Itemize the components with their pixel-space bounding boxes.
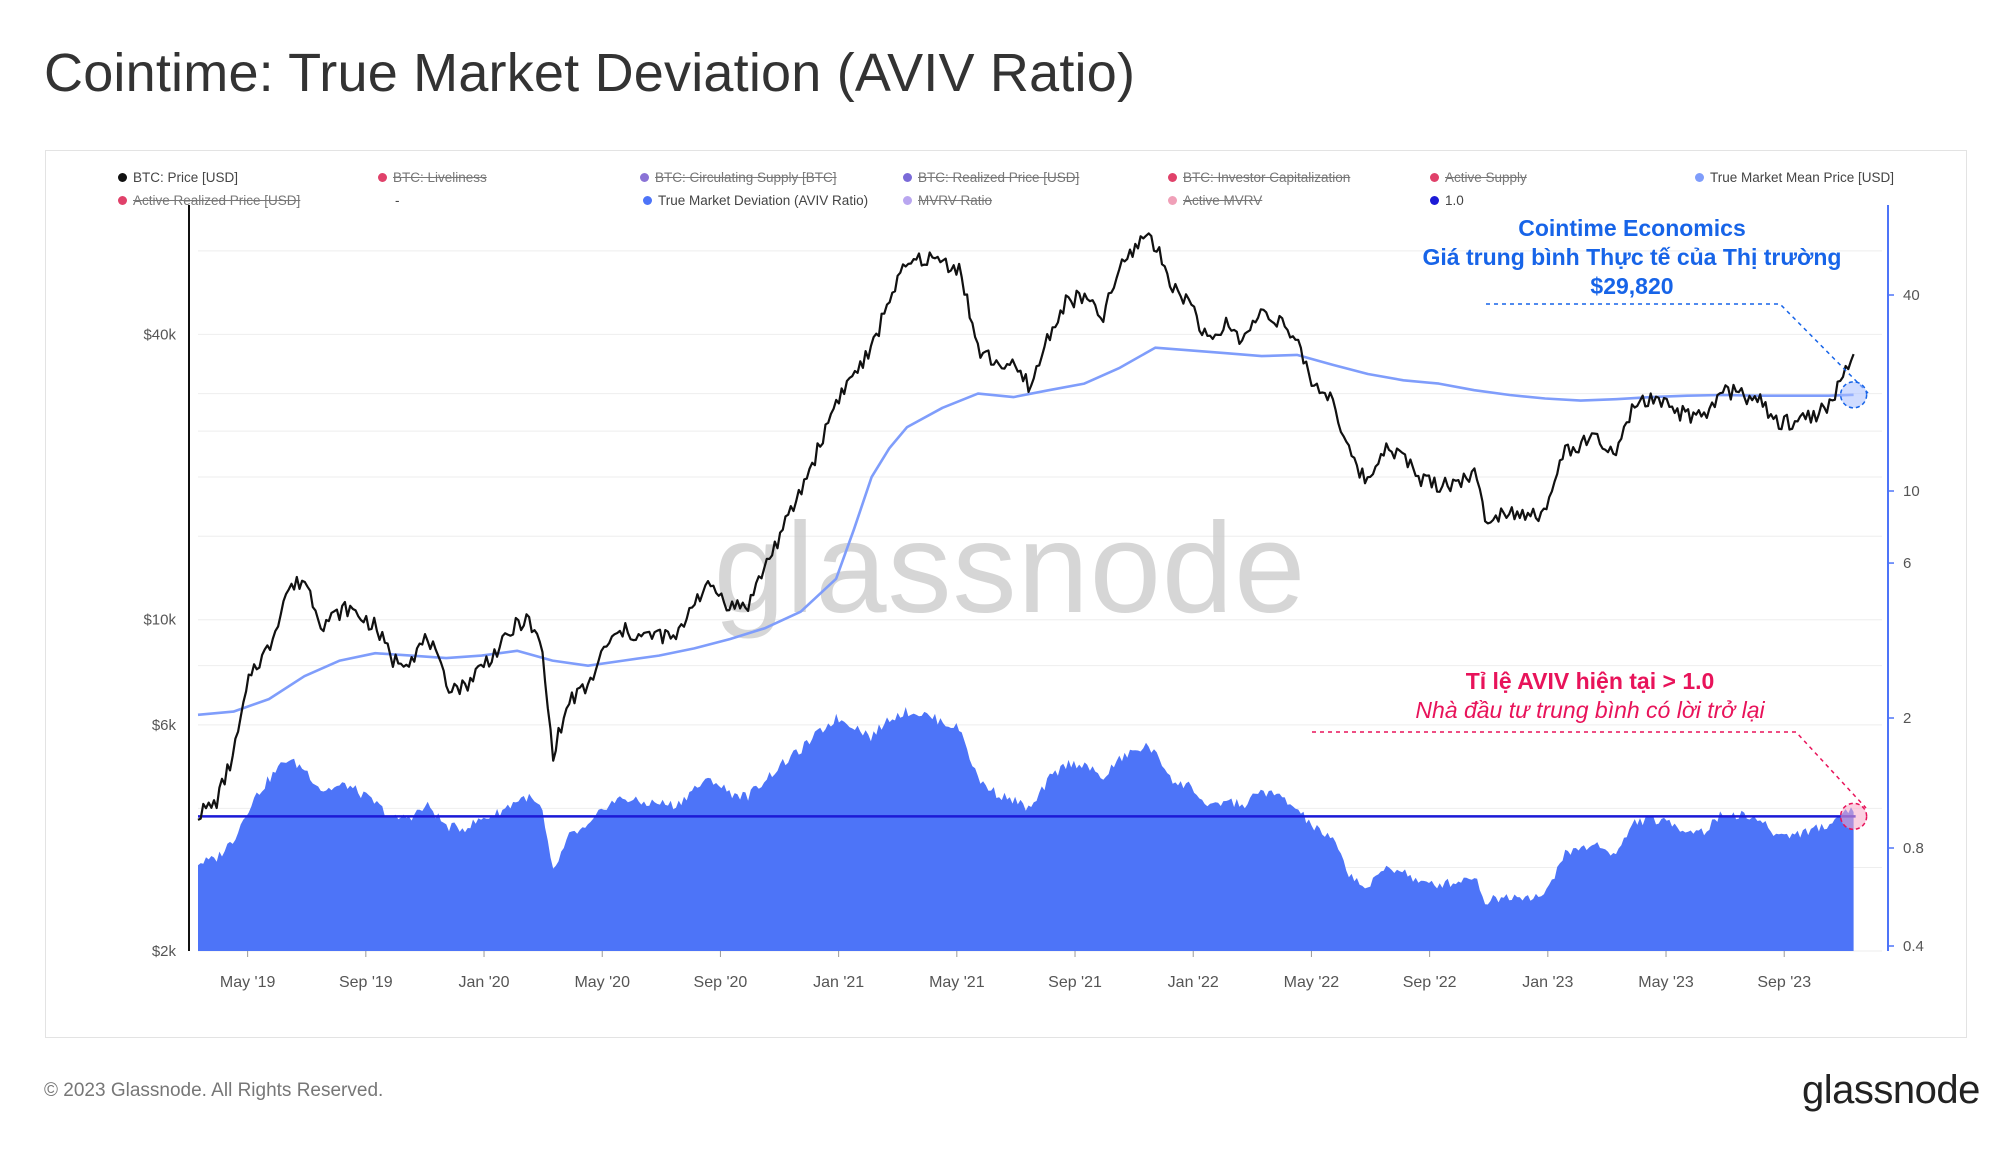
legend-label: BTC: Realized Price [USD]	[918, 170, 1080, 185]
watermark: glassnode	[714, 497, 1307, 640]
y-left-tick-label: $6k	[152, 717, 177, 734]
legend-item[interactable]: BTC: Circulating Supply [BTC]	[640, 170, 837, 185]
legend-dot-icon	[1430, 195, 1439, 205]
x-tick-label: May '23	[1638, 974, 1694, 991]
y-right-tick-label: 2	[1903, 710, 1911, 727]
annotation-blue-pointer	[1486, 303, 1869, 394]
btc-price-path	[197, 232, 1855, 821]
y-right-tick-label: 10	[1903, 483, 1920, 500]
annotation-red-title: Tỉ lệ AVIV hiện tại > 1.0	[1466, 668, 1715, 694]
x-tick-label: Sep '19	[339, 974, 393, 991]
legend-label: MVRV Ratio	[918, 193, 993, 208]
legend-dot-icon	[118, 195, 127, 205]
legend-item[interactable]: BTC: Investor Capitalization	[1168, 170, 1350, 185]
legend-label: BTC: Price [USD]	[133, 170, 239, 185]
legend-item[interactable]: True Market Mean Price [USD]	[1695, 170, 1894, 185]
annotation-red-subtitle: Nhà đầu tư trung bình có lời trở lại	[1415, 697, 1765, 723]
x-tick-label: Jan '23	[1522, 974, 1573, 991]
legend-label: Active Supply	[1445, 170, 1527, 185]
legend-item[interactable]: MVRV Ratio	[903, 193, 992, 208]
annotation-red-pointer	[1312, 731, 1867, 809]
btc-price-line	[197, 232, 1855, 821]
legend-label: True Market Deviation (AVIV Ratio)	[658, 193, 869, 208]
legend-item[interactable]: True Market Deviation (AVIV Ratio)	[643, 193, 868, 208]
legend-dot-icon	[903, 172, 912, 182]
annotation-blue-marker	[1839, 381, 1868, 409]
legend-dot-icon	[640, 172, 649, 182]
legend-item[interactable]: BTC: Liveliness	[378, 170, 487, 185]
legend-dot-icon	[1695, 172, 1704, 182]
y-right-tick-label: 0.4	[1903, 938, 1924, 955]
y-right-tick-label: 6	[1903, 555, 1911, 572]
legend-item[interactable]: Active MVRV	[1168, 193, 1262, 208]
legend-label: BTC: Liveliness	[393, 170, 487, 185]
legend-item[interactable]: BTC: Realized Price [USD]	[903, 170, 1079, 185]
x-tick-label: Sep '20	[694, 974, 748, 991]
x-tick-label: Sep '21	[1048, 974, 1102, 991]
legend-label: Active MVRV	[1183, 193, 1263, 208]
legend-dot-icon	[1430, 172, 1439, 182]
y-right-tick-label: 0.8	[1903, 840, 1924, 857]
annotation-red-marker	[1839, 802, 1868, 831]
x-tick-label: Jan '20	[458, 974, 509, 991]
x-tick-label: Jan '22	[1168, 974, 1219, 991]
true-market-mean-path	[197, 346, 1854, 717]
x-tick-label: Jan '21	[813, 974, 864, 991]
legend-item[interactable]: BTC: Price [USD]	[118, 170, 238, 185]
true-market-mean-line	[197, 346, 1854, 717]
legend-item[interactable]: Active Supply	[1430, 170, 1527, 185]
legend-item[interactable]: Active Realized Price [USD]	[118, 193, 300, 208]
annotation-blue-title: Cointime Economics	[1518, 215, 1745, 241]
page-title: Cointime: True Market Deviation (AVIV Ra…	[44, 43, 1136, 103]
x-tick-label: May '19	[220, 974, 276, 991]
x-tick-label: May '22	[1284, 974, 1340, 991]
legend-item[interactable]: 1.0	[1430, 193, 1464, 208]
legend-dot-icon	[1168, 195, 1177, 205]
legend-label: Active Realized Price [USD]	[133, 193, 301, 208]
y-left-tick-label: $2k	[152, 943, 177, 960]
chart-frame	[45, 150, 1967, 1038]
annotations: Cointime Economics Giá trung bình Thực tế…	[1312, 215, 1869, 831]
axes: $40k $10k $6k $2k 40 10 6 2 0.8 0.4 May '19 Sep '19…	[143, 205, 1924, 991]
x-tick-label: Sep '22	[1403, 974, 1457, 991]
x-tick-label: May '21	[929, 974, 985, 991]
legend-label: BTC: Circulating Supply [BTC]	[655, 170, 837, 185]
y-right-tick-label: 40	[1903, 287, 1920, 304]
legend-item[interactable]: -	[395, 193, 400, 208]
annotation-blue-subtitle: Giá trung bình Thực tế của Thị trường	[1423, 244, 1842, 270]
legend-label: 1.0	[1445, 193, 1464, 208]
legend-dot-icon	[378, 172, 387, 182]
legend-label: True Market Mean Price [USD]	[1710, 170, 1895, 185]
y-left-tick-label: $40k	[143, 326, 176, 343]
legend-label: BTC: Investor Capitalization	[1183, 170, 1351, 185]
brand-logo: glassnode	[1802, 1068, 1980, 1112]
legend-dot-icon	[118, 172, 127, 182]
annotation-blue-value: $29,820	[1590, 273, 1673, 299]
legend-dot-icon	[643, 195, 652, 205]
aviv-area-fill	[198, 707, 1854, 951]
y-left-tick-label: $10k	[143, 612, 176, 629]
legend-dot-icon	[903, 195, 912, 205]
copyright: © 2023 Glassnode. All Rights Reserved.	[44, 1080, 384, 1101]
x-tick-label: Sep '23	[1757, 974, 1811, 991]
aviv-area	[198, 707, 1854, 951]
legend-label: -	[395, 193, 400, 208]
x-tick-label: May '20	[574, 974, 630, 991]
legend-dot-icon	[1168, 172, 1177, 182]
